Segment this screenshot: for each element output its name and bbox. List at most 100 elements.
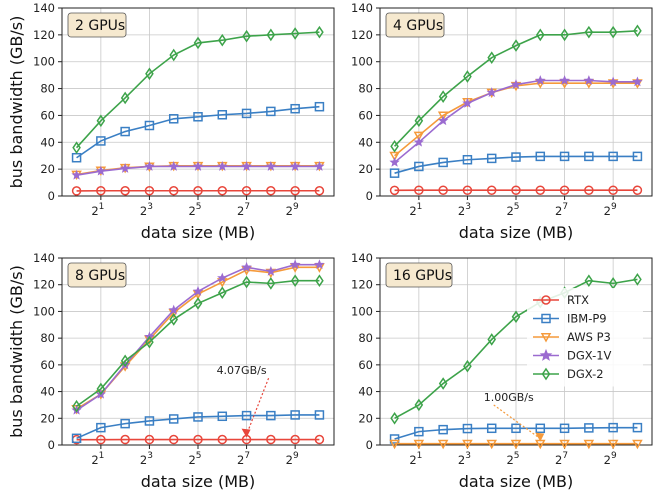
- data-point: [241, 261, 252, 272]
- data-point: [168, 114, 179, 124]
- data-point: [290, 27, 300, 40]
- data-point: [559, 75, 570, 85]
- data-point: [193, 36, 203, 50]
- data-point: [72, 399, 81, 413]
- data-point: [389, 168, 400, 178]
- data-point: [265, 265, 277, 276]
- data-point: [486, 423, 497, 434]
- data-point: [633, 273, 642, 286]
- panel-label-box: [385, 12, 445, 38]
- data-point: [120, 434, 130, 445]
- data-point: [266, 434, 276, 445]
- data-point: [266, 186, 276, 196]
- data-point: [145, 335, 154, 349]
- panel-1: 0 20 40 60 80 100 120 140 21 23 25 27 29 2 GPUs data s…: [7, 1, 335, 242]
- data-point: [96, 114, 106, 128]
- xtick-label: 29: [286, 451, 299, 467]
- data-point: [217, 33, 227, 47]
- data-point: [120, 354, 130, 368]
- xtick-label: 21: [409, 451, 422, 467]
- data-point: [608, 25, 618, 39]
- data-point: [96, 136, 106, 146]
- annotation-label: 1.00GB/s: [484, 391, 534, 404]
- ytick-label: 120: [33, 278, 55, 292]
- legend-marker: [539, 348, 553, 361]
- data-point: [390, 139, 399, 153]
- data-point: [217, 110, 228, 120]
- ytick-label: 60: [40, 108, 55, 122]
- data-point: [192, 161, 204, 171]
- ytick-label: 20: [358, 162, 373, 176]
- xtick-label: 25: [506, 451, 519, 467]
- ytick-label: 100: [33, 55, 55, 69]
- data-point: [438, 377, 448, 390]
- data-point: [217, 186, 228, 196]
- annotation-label: 4.07GB/s: [217, 364, 267, 377]
- data-point: [315, 25, 324, 39]
- data-point: [389, 157, 400, 167]
- ytick-label: 0: [366, 438, 373, 452]
- data-point: [168, 304, 179, 315]
- data-point: [217, 272, 228, 283]
- xtick-label: 25: [506, 202, 519, 218]
- ytick-label: 100: [351, 55, 373, 69]
- data-point: [583, 439, 595, 450]
- data-point: [511, 152, 521, 162]
- plot-frame: [379, 257, 653, 446]
- plot-frame: [379, 7, 653, 197]
- data-point: [290, 274, 300, 288]
- data-point: [290, 410, 300, 420]
- data-point: [289, 161, 301, 171]
- data-point: [217, 411, 228, 422]
- data-point: [535, 423, 546, 434]
- data-point: [314, 161, 325, 171]
- xtick-label: 23: [458, 202, 471, 218]
- ytick-label: 80: [40, 331, 55, 345]
- data-point: [632, 185, 643, 195]
- data-point: [120, 418, 130, 429]
- data-point: [535, 151, 546, 162]
- data-point: [438, 90, 448, 103]
- data-point: [168, 161, 179, 171]
- data-point: [96, 382, 106, 396]
- ytick-label: 120: [351, 28, 373, 42]
- legend-marker: [541, 313, 551, 324]
- ytick-label: 40: [358, 135, 373, 149]
- data-point: [607, 439, 619, 450]
- data-point: [145, 67, 154, 81]
- data-point: [314, 259, 325, 270]
- ytick-label: 80: [358, 82, 373, 96]
- data-point: [168, 414, 179, 424]
- data-point: [632, 151, 643, 162]
- ytick-label: 140: [33, 1, 55, 15]
- xtick-label: 27: [555, 451, 568, 467]
- data-point: [414, 161, 424, 172]
- data-point: [462, 439, 473, 450]
- xtick-label: 23: [458, 451, 471, 467]
- legend-label: DGX-2: [567, 367, 604, 381]
- legend-label: DGX-1V: [567, 349, 612, 363]
- data-point: [462, 423, 473, 434]
- data-point: [511, 39, 521, 52]
- annotation-arrow: [493, 404, 541, 440]
- ytick-label: 140: [33, 251, 55, 265]
- legend-marker: [541, 367, 551, 381]
- data-point: [413, 131, 425, 142]
- data-point: [486, 439, 497, 450]
- panel-label-box: [67, 12, 127, 38]
- data-point: [535, 28, 545, 42]
- x-axis-label: data size (MB): [459, 223, 574, 242]
- data-point: [266, 410, 276, 421]
- ytick-label: 100: [33, 304, 55, 318]
- data-point: [608, 422, 618, 433]
- data-point: [314, 186, 325, 196]
- data-point: [241, 410, 252, 421]
- data-point: [560, 28, 569, 42]
- data-point: [535, 185, 546, 195]
- xtick-label: 27: [237, 451, 250, 467]
- ytick-label: 0: [48, 438, 55, 452]
- data-point: [632, 439, 643, 450]
- data-point: [193, 297, 203, 310]
- data-point: [266, 106, 276, 117]
- data-point: [559, 151, 570, 162]
